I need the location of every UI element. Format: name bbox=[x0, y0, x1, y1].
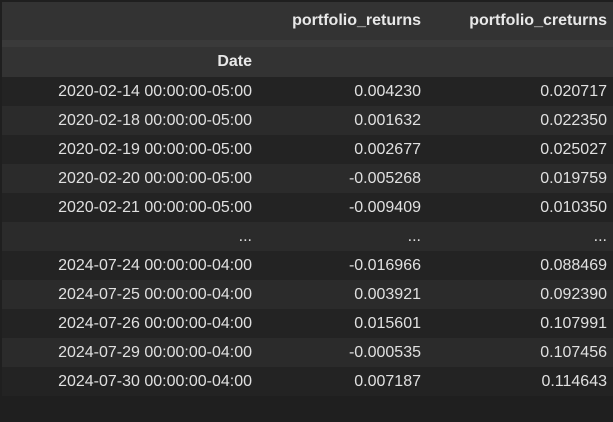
creturns-cell: 0.092390 bbox=[540, 285, 607, 303]
truncation-row: ... ... ... bbox=[2, 222, 613, 251]
returns-cell: 0.015601 bbox=[354, 314, 421, 332]
creturns-cell: 0.107991 bbox=[540, 314, 607, 332]
creturns-cell: 0.088469 bbox=[540, 256, 607, 274]
column-header-returns: portfolio_returns bbox=[258, 2, 427, 47]
column-header-creturns: portfolio_creturns bbox=[427, 2, 613, 47]
column-header-row: portfolio_returns portfolio_creturns bbox=[2, 2, 613, 47]
returns-cell: 0.003921 bbox=[354, 285, 421, 303]
creturns-cell: 0.107456 bbox=[540, 343, 607, 361]
creturns-cell: 0.114643 bbox=[541, 372, 607, 390]
creturns-cell: 0.019759 bbox=[540, 169, 607, 187]
index-cell: 2020-02-14 00:00:00-05:00 bbox=[58, 82, 252, 100]
returns-cell: -0.016966 bbox=[348, 256, 421, 274]
dataframe-output: portfolio_returns portfolio_creturns Dat… bbox=[2, 2, 613, 396]
index-name-header: Date bbox=[2, 43, 258, 77]
index-cell: 2024-07-24 00:00:00-04:00 bbox=[58, 256, 252, 274]
table-row: 2020-02-20 00:00:00-05:00 -0.005268 0.01… bbox=[2, 164, 613, 193]
table-row: 2020-02-14 00:00:00-05:00 0.004230 0.020… bbox=[2, 77, 613, 106]
index-cell: 2020-02-21 00:00:00-05:00 bbox=[58, 198, 252, 216]
returns-cell: -0.009409 bbox=[348, 198, 421, 216]
index-name-row: Date bbox=[2, 43, 613, 77]
creturns-cell: 0.020717 bbox=[540, 82, 607, 100]
index-cell: 2020-02-19 00:00:00-05:00 bbox=[58, 140, 252, 158]
returns-cell: 0.004230 bbox=[354, 82, 421, 100]
index-cell: 2020-02-18 00:00:00-05:00 bbox=[58, 111, 252, 129]
table-row: 2024-07-30 00:00:00-04:00 0.007187 0.114… bbox=[2, 367, 613, 396]
index-cell: 2020-02-20 00:00:00-05:00 bbox=[58, 169, 252, 187]
index-cell: 2024-07-26 00:00:00-04:00 bbox=[58, 314, 252, 332]
returns-cell: -0.005268 bbox=[348, 169, 421, 187]
table-row: 2024-07-24 00:00:00-04:00 -0.016966 0.08… bbox=[2, 251, 613, 280]
table-row: 2024-07-25 00:00:00-04:00 0.003921 0.092… bbox=[2, 280, 613, 309]
returns-cell: -0.000535 bbox=[348, 343, 421, 361]
creturns-cell: 0.022350 bbox=[540, 111, 607, 129]
table-body: 2020-02-14 00:00:00-05:00 0.004230 0.020… bbox=[2, 77, 613, 396]
table-row: 2024-07-26 00:00:00-04:00 0.015601 0.107… bbox=[2, 309, 613, 338]
creturns-cell: 0.025027 bbox=[540, 140, 607, 158]
table-row: 2020-02-19 00:00:00-05:00 0.002677 0.025… bbox=[2, 135, 613, 164]
index-cell: 2024-07-25 00:00:00-04:00 bbox=[58, 285, 252, 303]
returns-cell: 0.001632 bbox=[354, 111, 421, 129]
returns-cell: 0.002677 bbox=[354, 140, 421, 158]
table-row: 2024-07-29 00:00:00-04:00 -0.000535 0.10… bbox=[2, 338, 613, 367]
dataframe-table: portfolio_returns portfolio_creturns Dat… bbox=[2, 2, 613, 396]
returns-cell: ... bbox=[407, 227, 421, 245]
table-row: 2020-02-18 00:00:00-05:00 0.001632 0.022… bbox=[2, 106, 613, 135]
corner-header bbox=[2, 2, 258, 47]
creturns-cell: ... bbox=[593, 227, 607, 245]
index-cell: ... bbox=[238, 227, 252, 245]
blank-header-cell bbox=[258, 43, 427, 77]
blank-header-cell bbox=[427, 43, 613, 77]
table-row: 2020-02-21 00:00:00-05:00 -0.009409 0.01… bbox=[2, 193, 613, 222]
returns-cell: 0.007187 bbox=[354, 372, 421, 390]
table-header: portfolio_returns portfolio_creturns Dat… bbox=[2, 2, 613, 77]
creturns-cell: 0.010350 bbox=[540, 198, 607, 216]
index-cell: 2024-07-29 00:00:00-04:00 bbox=[58, 343, 252, 361]
index-cell: 2024-07-30 00:00:00-04:00 bbox=[58, 372, 252, 390]
